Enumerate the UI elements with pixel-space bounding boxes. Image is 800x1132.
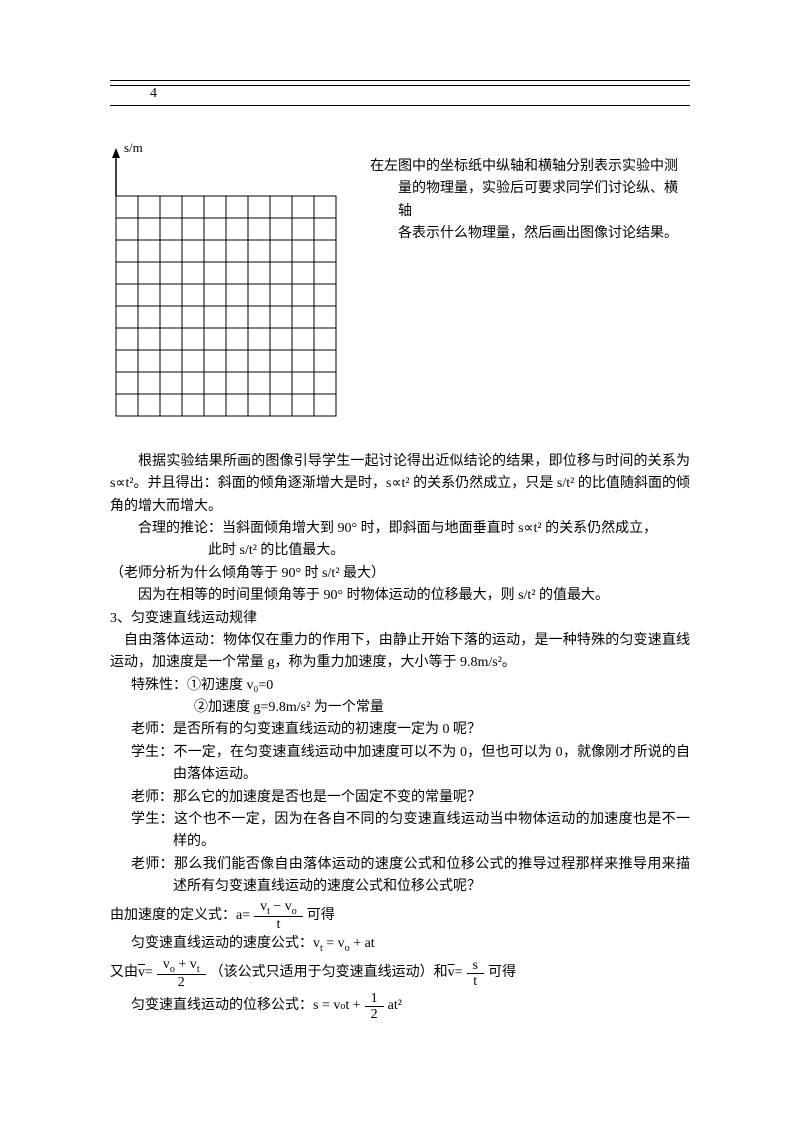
f1-pre: 由加速度的定义式：a= bbox=[110, 905, 250, 927]
f1-post: 可得 bbox=[307, 905, 335, 927]
formula-1: 由加速度的定义式：a= vt − vo t 可得 bbox=[110, 899, 690, 933]
main-content: 根据实验结果所画的图像引导学生一起讨论得出近似结论的结果，即位移与时间的关系为 … bbox=[110, 451, 690, 1023]
para-5: 自由落体运动：物体仅在重力的作用下，由静止开始下落的运动，是一种特殊的匀变速直线… bbox=[110, 630, 690, 675]
f1-frac: vt − vo t bbox=[254, 899, 303, 933]
dialog-1q: 老师：是否所有的匀变速直线运动的初速度一定为 0 呢？ bbox=[110, 719, 690, 741]
formula-3: 又由 v = vo + vt 2 （该公式只适用于匀变速直线运动）和 v = s… bbox=[110, 957, 690, 991]
grid-chart: s/m bbox=[110, 146, 350, 426]
formula-4: 匀变速直线运动的位移公式：s = vo t + 1 2 at² bbox=[110, 991, 690, 1023]
para-1: 根据实验结果所画的图像引导学生一起讨论得出近似结论的结果，即位移与时间的关系为 … bbox=[110, 451, 690, 518]
header-num: 4 bbox=[150, 86, 157, 101]
y-axis-label: s/m bbox=[124, 138, 143, 159]
para-2a: 合理的推论：当斜面倾角增大到 90° 时，即斜面与地面垂直时 s∝t² 的关系仍… bbox=[110, 518, 690, 540]
f3-frac1: vo + vt 2 bbox=[157, 957, 206, 991]
desc-line3: 各表示什么物理量，然后画出图像讨论结果。 bbox=[370, 223, 690, 245]
dialog-1a: 学生：不一定，在匀变速直线运动中加速度可以不为 0，但也可以为 0，就像刚才所说… bbox=[110, 742, 690, 787]
dialog-2q: 老师：那么它的加速度是否也是一个固定不变的常量呢？ bbox=[110, 787, 690, 809]
desc-line1: 在左图中的坐标纸中纵轴和横轴分别表示实验中测 bbox=[370, 156, 690, 178]
formula-2: 匀变速直线运动的速度公式：vt = vo + at bbox=[110, 933, 690, 957]
f4-frac: 1 2 bbox=[365, 991, 384, 1023]
para-2b: 此时 s/t² 的比值最大。 bbox=[110, 540, 690, 562]
para-7: ②加速度 g=9.8m/s² 为一个常量 bbox=[110, 697, 690, 719]
desc-line2: 量的物理量，实验后可要求同学们讨论纵、横轴 bbox=[370, 178, 690, 223]
para-6: 特殊性：①初速度 v₀=0 bbox=[110, 675, 690, 697]
heading-3: 3、匀变速直线运动规律 bbox=[110, 608, 690, 630]
para-3: （老师分析为什么倾角等于 90° 时 s/t² 最大） bbox=[110, 563, 690, 585]
grid-svg bbox=[110, 146, 350, 426]
grid-description: 在左图中的坐标纸中纵轴和横轴分别表示实验中测 量的物理量，实验后可要求同学们讨论… bbox=[370, 146, 690, 426]
f3-frac2: s t bbox=[467, 958, 484, 990]
dialog-2a: 学生：这个也不一定，因为在各自不同的匀变速直线运动当中物体运动的加速度也是不一样… bbox=[110, 809, 690, 854]
para-4: 因为在相等的时间里倾角等于 90° 时物体运动的位移最大，则 s/t² 的值最大… bbox=[110, 585, 690, 607]
grid-section: s/m 在左图中的坐标纸中纵轴和横轴分别表示实验中测 量的物理量，实验后可要求同… bbox=[110, 146, 690, 426]
f3-vbar: v bbox=[138, 962, 145, 984]
page-header: 4 bbox=[110, 80, 690, 106]
dialog-3q: 老师：那么我们能否像自由落体运动的速度公式和位移公式的推导过程那样来推导用来描述… bbox=[110, 854, 690, 899]
